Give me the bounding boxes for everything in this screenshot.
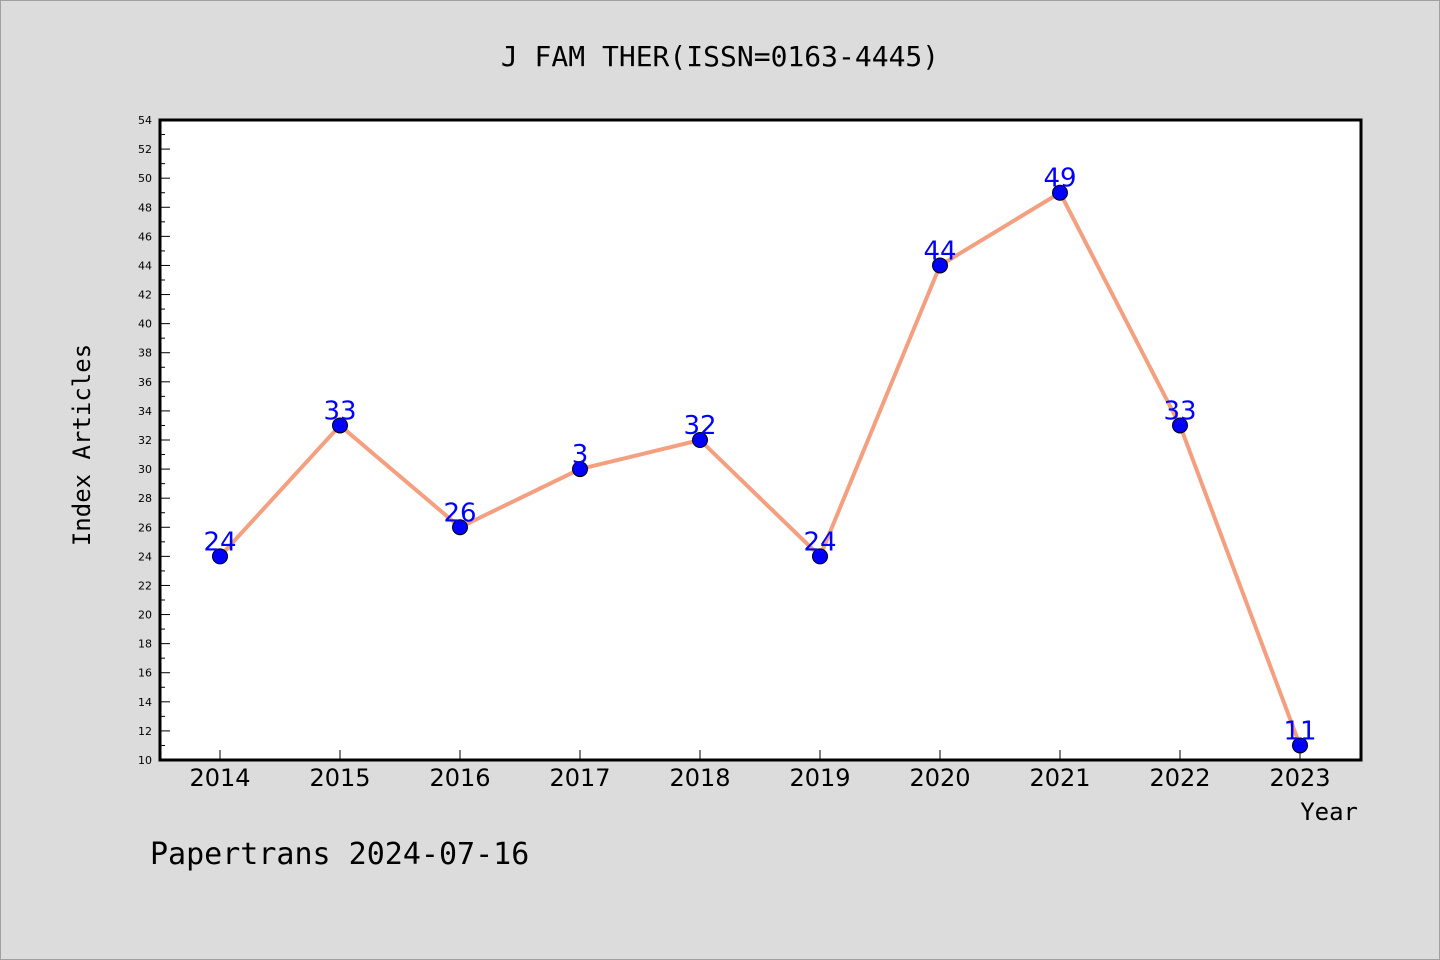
data-label: 24 xyxy=(803,527,836,557)
y-tick-label: 46 xyxy=(138,230,152,243)
y-tick-label: 52 xyxy=(138,143,152,156)
y-tick-label: 54 xyxy=(138,114,152,127)
data-point xyxy=(212,548,228,565)
x-tick-label: 2015 xyxy=(309,764,370,792)
data-label: 11 xyxy=(1283,716,1316,746)
data-point xyxy=(332,417,348,434)
y-tick-label: 28 xyxy=(138,492,152,505)
y-tick-label: 38 xyxy=(138,347,152,360)
data-point xyxy=(572,461,588,478)
series-line xyxy=(218,190,1302,747)
y-tick-label: 30 xyxy=(138,463,152,476)
data-point xyxy=(1292,737,1308,754)
data-point xyxy=(692,432,708,448)
plot-area xyxy=(158,118,1363,762)
x-tick-label: 2020 xyxy=(909,764,970,792)
y-tick-label: 40 xyxy=(138,318,152,331)
data-point xyxy=(452,519,468,536)
data-point xyxy=(932,257,948,274)
series-line-group: 24 33 26 3 32 24 44 49 33 11 xyxy=(203,164,1317,754)
data-label: 26 xyxy=(443,498,476,528)
x-axis: 2014 2015 2016 2017 2018 2019 2020 2021 2022 2023 xyxy=(189,750,1331,792)
data-point xyxy=(812,548,828,565)
data-point xyxy=(1052,184,1068,201)
data-label: 33 xyxy=(323,396,356,426)
x-tick-label: 2016 xyxy=(429,764,490,792)
y-tick-label: 42 xyxy=(138,289,152,302)
y-tick-label: 18 xyxy=(138,638,152,651)
y-tick-label: 20 xyxy=(138,609,152,622)
y-tick-label: 50 xyxy=(138,172,152,185)
y-tick-label: 36 xyxy=(138,376,152,389)
data-label: 3 xyxy=(572,440,589,470)
y-tick-label: 48 xyxy=(138,201,152,214)
y-tick-label: 26 xyxy=(138,521,152,534)
y-tick-label: 44 xyxy=(138,259,152,272)
x-tick-label: 2018 xyxy=(669,764,730,792)
data-label: 33 xyxy=(1163,396,1196,426)
chart-title: J FAM THER(ISSN=0163-4445) xyxy=(501,40,939,73)
data-point xyxy=(1172,417,1188,434)
y-tick-label: 16 xyxy=(138,667,152,680)
y-tick-label: 10 xyxy=(138,754,152,767)
x-tick-label: 2022 xyxy=(1149,764,1210,792)
x-axis-label: Year xyxy=(1300,798,1358,826)
footer-credit: Papertrans 2024-07-16 xyxy=(150,837,529,872)
x-tick-label: 2017 xyxy=(549,764,610,792)
x-tick-label: 2021 xyxy=(1029,764,1090,792)
data-label: 32 xyxy=(683,411,716,441)
x-tick-label: 2014 xyxy=(189,764,250,792)
y-tick-label: 14 xyxy=(138,696,152,709)
y-tick-label: 24 xyxy=(138,550,152,563)
y-axis: 10 12 14 16 18 20 22 24 26 28 30 32 34 36 38 40 42 44 46 48… xyxy=(138,114,170,767)
y-axis-label: Index Articles xyxy=(68,344,96,546)
data-label: 44 xyxy=(923,236,956,266)
data-label: 49 xyxy=(1043,164,1076,194)
x-tick-label: 2023 xyxy=(1269,764,1330,792)
y-tick-label: 32 xyxy=(138,434,152,447)
x-tick-label: 2019 xyxy=(789,764,850,792)
data-label: 24 xyxy=(203,527,236,557)
y-tick-label: 34 xyxy=(138,405,152,418)
y-tick-label: 22 xyxy=(138,579,152,592)
y-tick-label: 12 xyxy=(138,725,152,738)
